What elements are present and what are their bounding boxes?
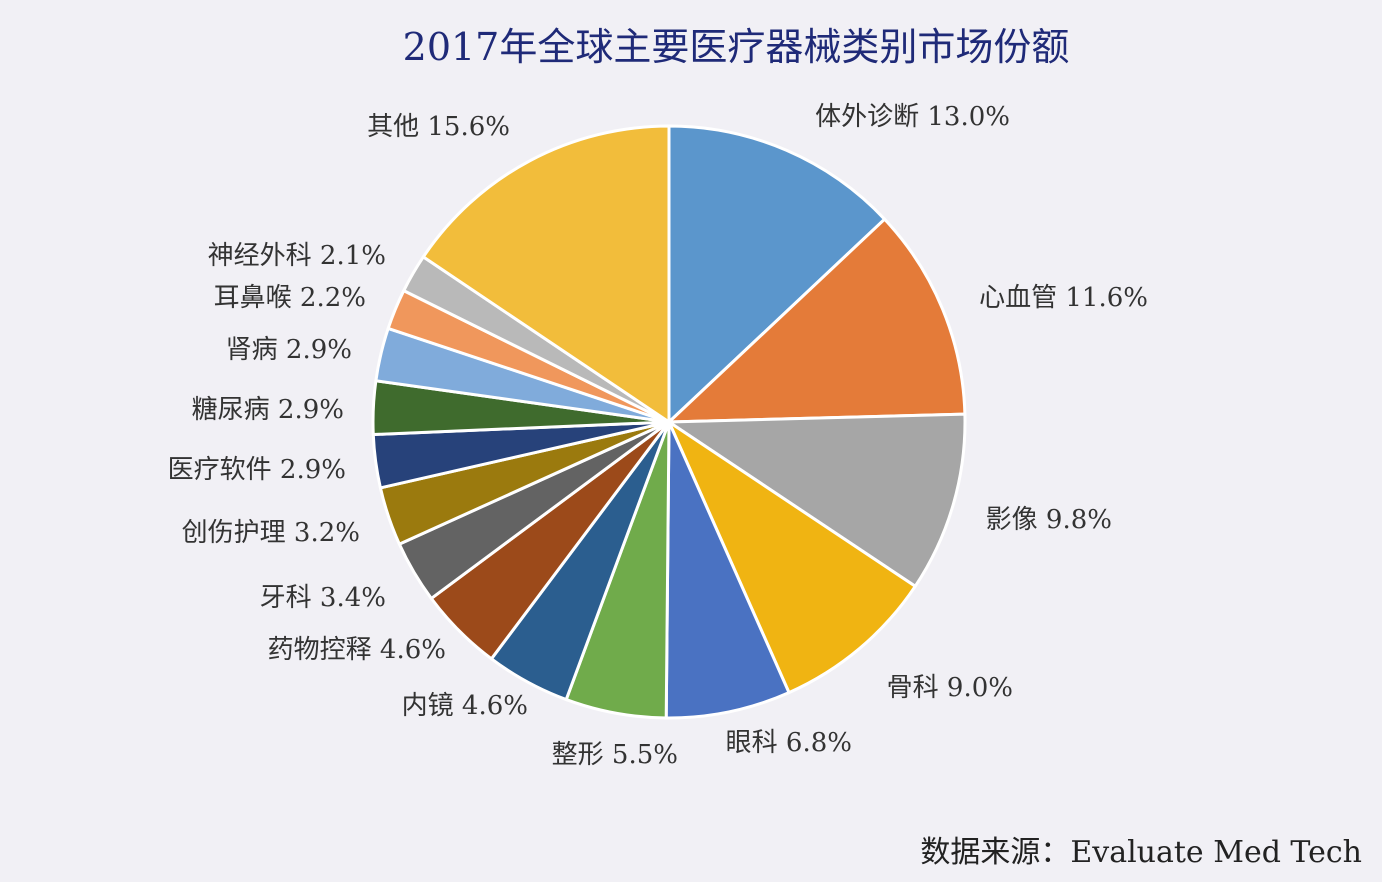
pie-slices [371, 124, 967, 720]
slice-label-1: 体外诊断 13.0% [815, 102, 1010, 132]
pie-slice-5 [664, 420, 791, 720]
slice-label-11: 医疗软件 2.9% [168, 455, 346, 485]
source-note: 数据来源：Evaluate Med Tech [920, 835, 1362, 870]
slice-label-2: 心血管 11.6% [979, 283, 1148, 313]
pie-labels: 体外诊断 13.0% 心血管 11.6% 影像 9.8% 骨科 9.0% 眼科 6.8%… [168, 102, 1148, 770]
pie-slice-4 [667, 420, 917, 695]
slice-label-16: 其他 15.6% [367, 112, 510, 142]
slice-label-13: 肾病 2.9% [226, 335, 352, 365]
slice-label-4: 骨科 9.0% [887, 673, 1013, 703]
slice-label-7: 内镜 4.6% [402, 691, 528, 721]
slice-label-15: 神经外科 2.1% [208, 241, 386, 271]
pie-slice-1 [667, 124, 887, 424]
slice-label-8: 药物控释 4.6% [268, 635, 446, 665]
slice-label-5: 眼科 6.8% [726, 728, 852, 758]
slice-label-12: 糖尿病 2.9% [192, 395, 344, 425]
slice-label-3: 影像 9.8% [986, 505, 1112, 535]
slice-label-14: 耳鼻喉 2.2% [214, 283, 366, 313]
pie-slice-16 [421, 124, 671, 424]
slice-label-6: 整形 5.5% [552, 740, 678, 770]
chart-title: 2017年全球主要医疗器械类别市场份额 [403, 25, 1070, 69]
slice-label-9: 牙科 3.4% [260, 583, 386, 613]
slice-label-10: 创伤护理 3.2% [182, 518, 360, 548]
pie-slice-2 [667, 217, 967, 424]
pie-slice-3 [667, 412, 967, 588]
